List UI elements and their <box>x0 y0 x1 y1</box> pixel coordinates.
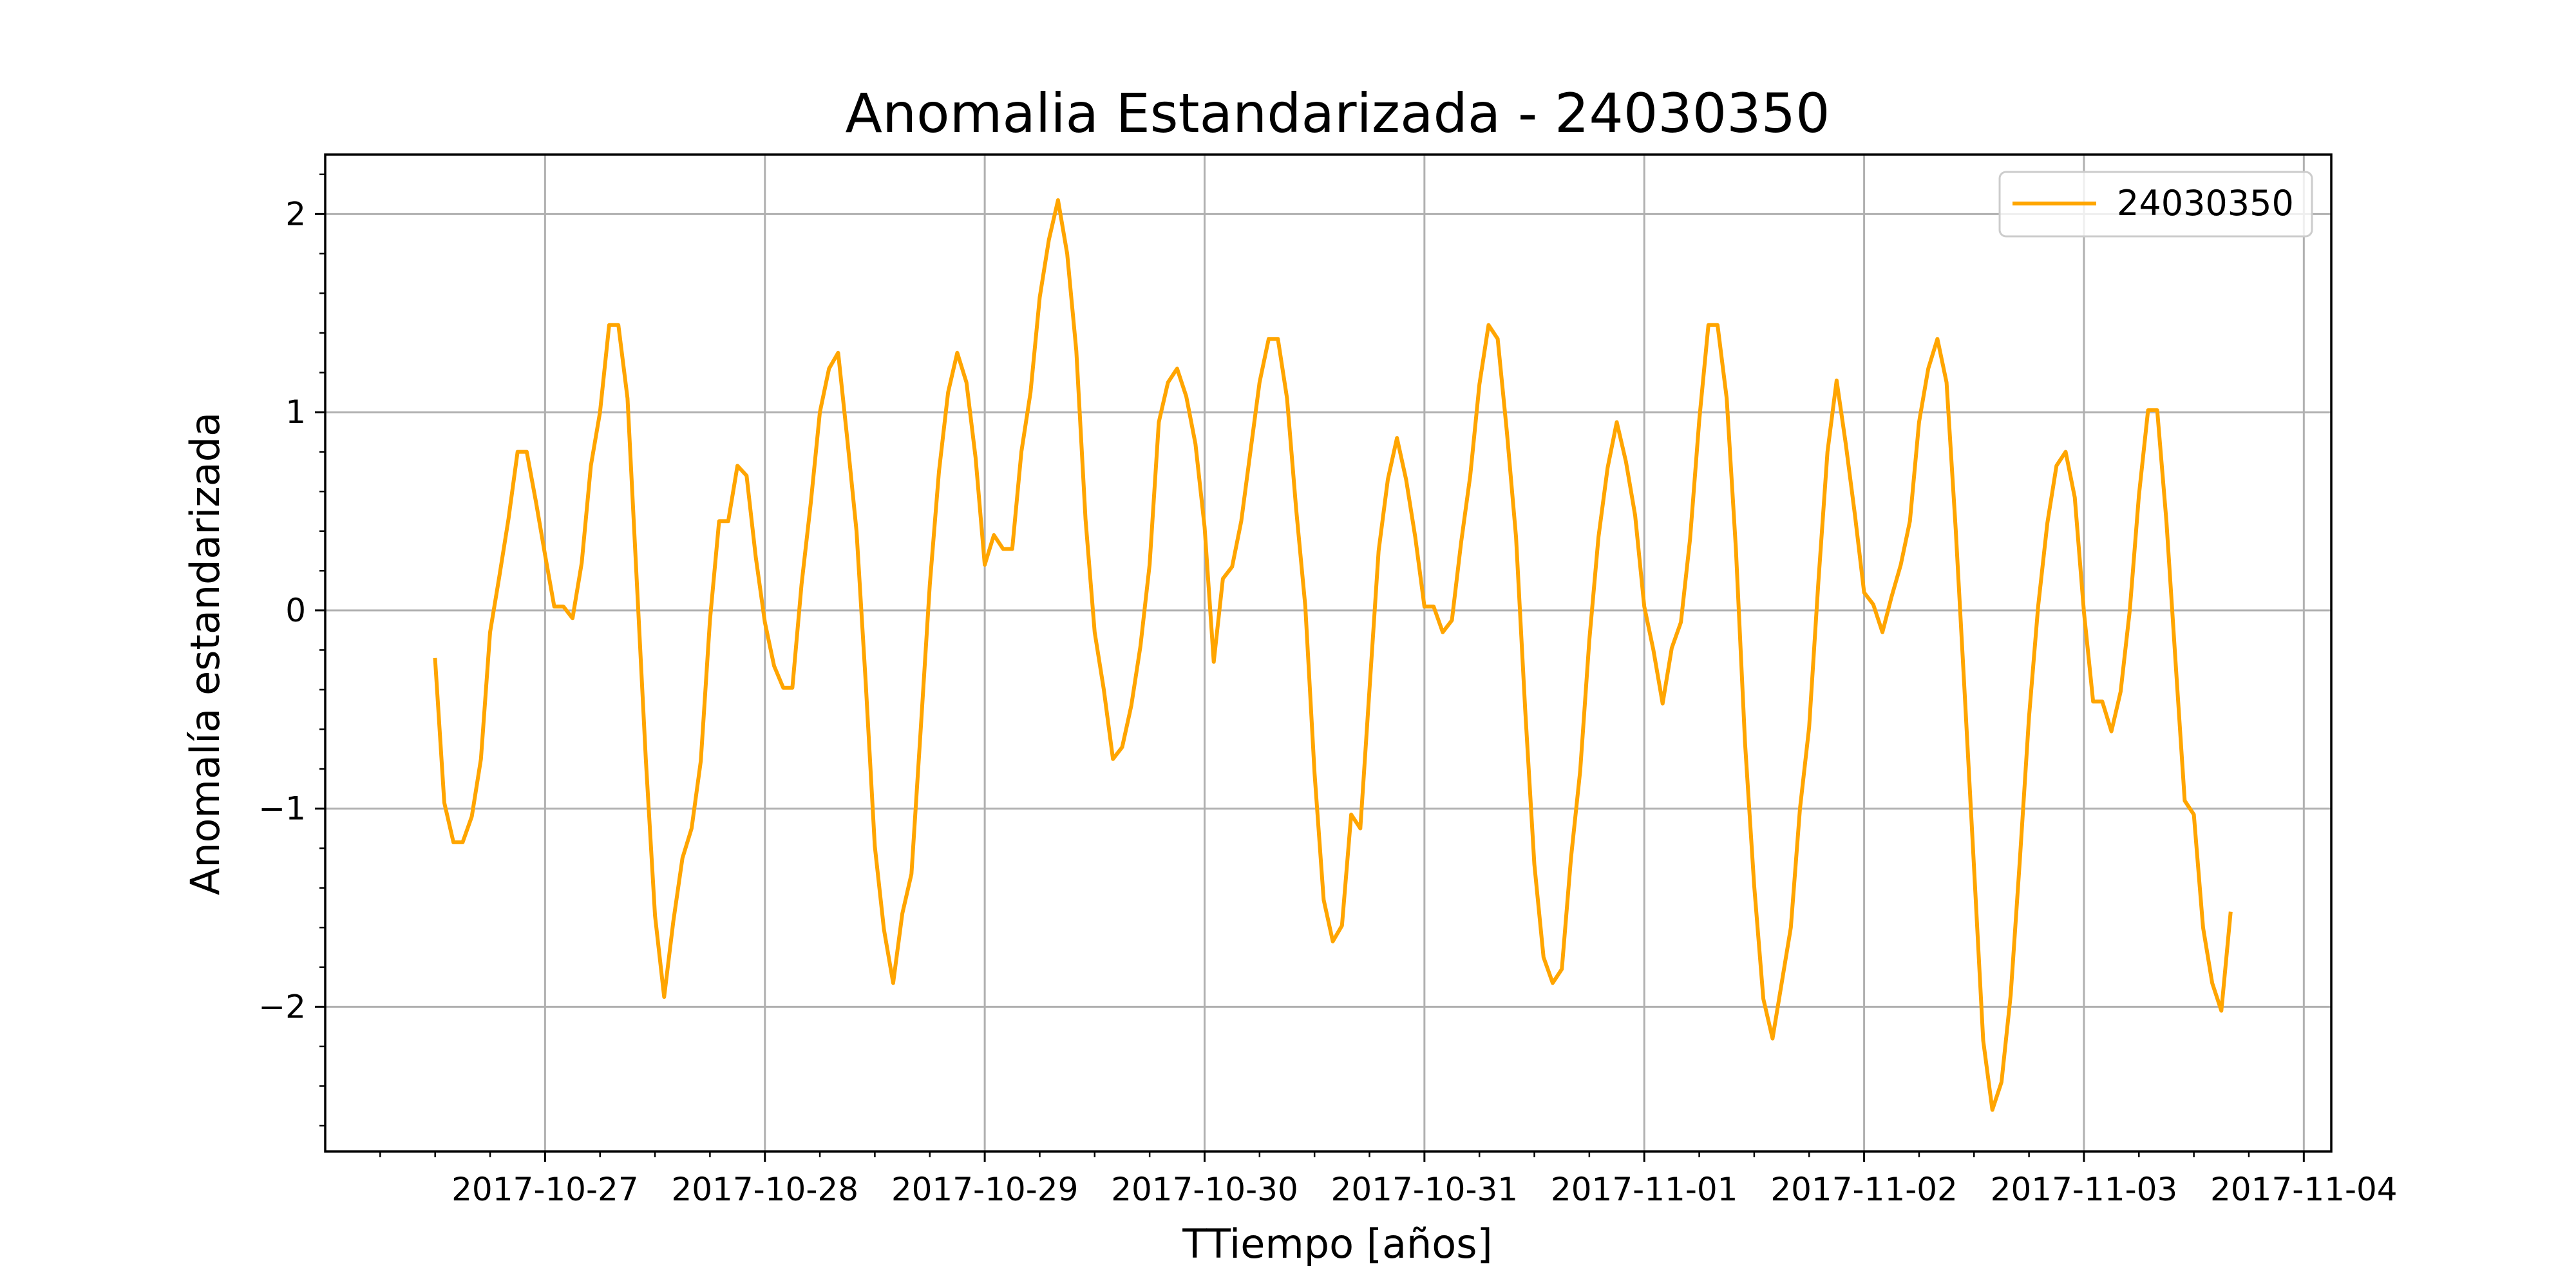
gridlines <box>325 155 2331 1151</box>
chart-title: Anomalia Estandarizada - 24030350 <box>845 82 1830 145</box>
x-tick-label: 2017-11-02 <box>1770 1171 1958 1208</box>
x-axis-label: TTiempo [años] <box>1182 1220 1492 1267</box>
x-tick-label: 2017-11-04 <box>2210 1171 2398 1208</box>
x-tick-label: 2017-10-29 <box>891 1171 1079 1208</box>
y-tick-label: 0 <box>285 592 306 629</box>
x-tick-label: 2017-11-01 <box>1551 1171 1738 1208</box>
y-tick-label: −1 <box>258 790 306 828</box>
x-tick-label: 2017-10-28 <box>671 1171 858 1208</box>
x-tick-label: 2017-11-03 <box>1991 1171 2178 1208</box>
legend-label: 24030350 <box>2117 183 2294 223</box>
y-tick-label: 2 <box>285 195 306 232</box>
series-line <box>433 198 2233 1112</box>
x-tick-label: 2017-10-31 <box>1331 1171 1519 1208</box>
y-tick-label: −2 <box>258 988 306 1025</box>
legend: 24030350 <box>1998 171 2313 238</box>
x-tick-label: 2017-10-27 <box>451 1171 639 1208</box>
y-axis-label: Anomalía estandarizada <box>182 412 229 895</box>
x-tick-label: 2017-10-30 <box>1111 1171 1298 1208</box>
axis-ticks: 2017-10-27 2017-10-28 2017-10-29 2017-10-30… <box>258 173 2398 1208</box>
plot-frame <box>324 153 2333 1153</box>
legend-box <box>1998 171 2313 238</box>
y-tick-label: 1 <box>285 393 306 431</box>
series-layer <box>433 198 2233 1112</box>
